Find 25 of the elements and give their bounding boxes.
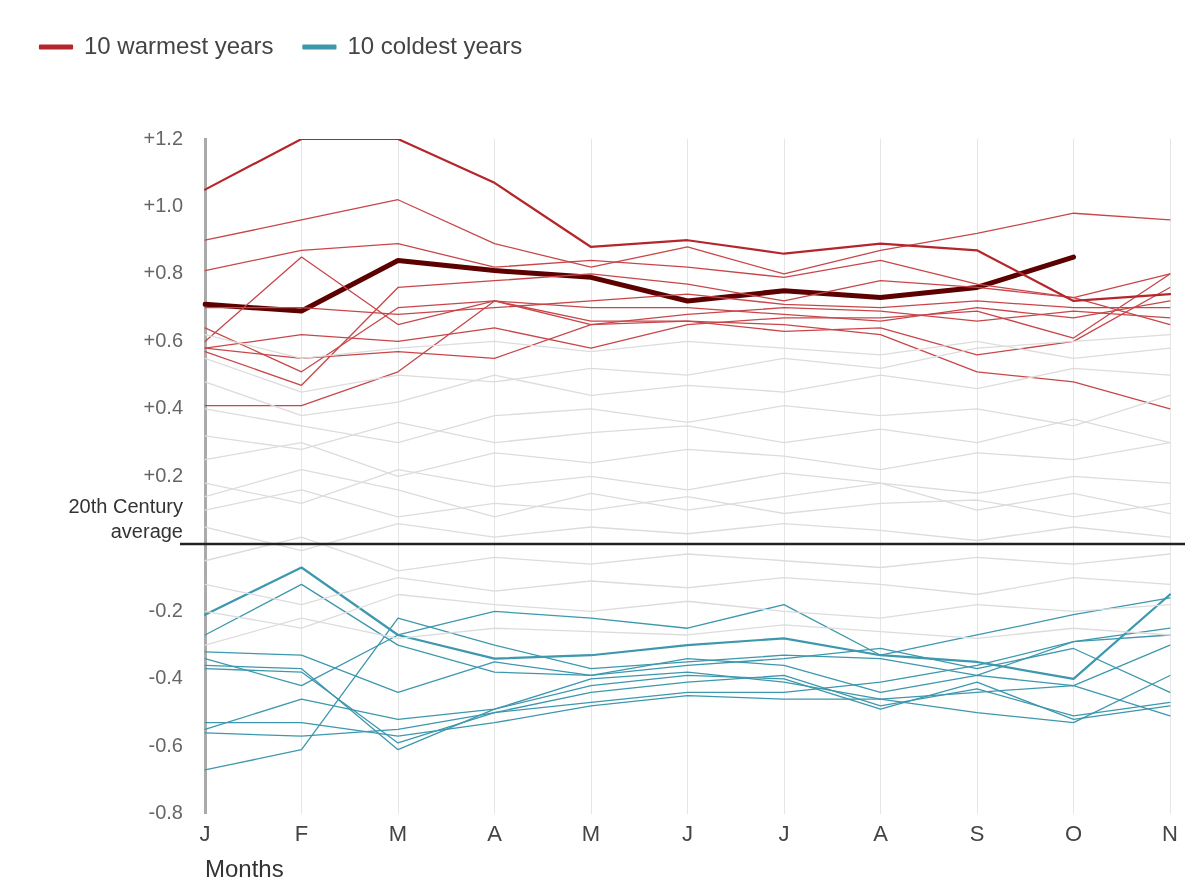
y-tick-label: +0.8: [143, 261, 183, 284]
x-tick-label: J: [682, 821, 693, 847]
x-axis-title: Months: [205, 855, 284, 883]
x-tick-label: A: [873, 821, 889, 847]
x-tick-label: O: [1064, 821, 1083, 847]
x-tick-label: F: [294, 821, 309, 847]
ref-line-label: 20th Century average: [68, 494, 183, 542]
y-tick-label: +0.6: [143, 328, 183, 351]
y-tick-label: -0.4: [148, 666, 183, 689]
y-tick-label: +0.4: [143, 396, 183, 419]
legend-label: 10 warmest years: [84, 31, 274, 59]
x-tick-label: J: [778, 821, 790, 847]
x-tick-label: M: [581, 821, 601, 847]
x-tick-label: J: [199, 821, 211, 847]
legend-label: 10 coldest years: [347, 31, 523, 59]
y-tick-label: +1.0: [143, 194, 183, 216]
y-tick-label: -0.6: [148, 733, 183, 756]
y-tick-label: -0.8: [148, 801, 183, 824]
y-tick-label: -0.2: [148, 598, 183, 621]
y-tick-label: +1.2: [143, 126, 183, 149]
x-tick-label: M: [388, 821, 408, 847]
x-tick-label: N: [1162, 821, 1178, 847]
x-tick-label: S: [969, 821, 985, 847]
y-tick-label: +0.2: [143, 463, 183, 486]
x-tick-label: A: [487, 821, 503, 847]
